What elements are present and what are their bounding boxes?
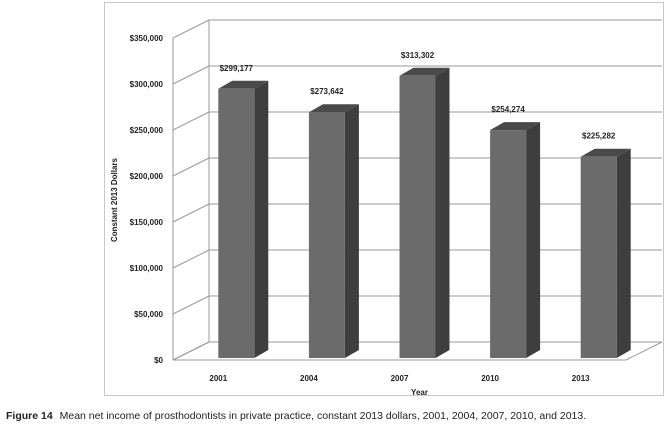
bar-side (435, 67, 450, 359)
x-tick-label: 2004 (300, 374, 318, 383)
gridline-depth (172, 157, 210, 177)
bar (580, 156, 617, 358)
chart-frame (104, 2, 664, 396)
y-tick-label: $100,000 (130, 264, 164, 273)
bar (490, 130, 527, 358)
y-tick-label: $50,000 (134, 310, 163, 319)
bar-side (526, 122, 541, 358)
caption-label: Figure 14 (6, 410, 53, 422)
gridline-depth (172, 249, 210, 269)
y-tick-label: $200,000 (130, 172, 164, 181)
figure-caption: Figure 14 Mean net income of prosthodont… (6, 410, 666, 422)
bar (308, 112, 345, 358)
x-tick-label: 2010 (481, 374, 499, 383)
y-tick-label: $300,000 (130, 80, 164, 89)
y-axis-title: Constant 2013 Dollars (110, 157, 119, 242)
bar-side (616, 148, 631, 358)
floor-right-edge (625, 341, 663, 361)
bar-top (490, 122, 541, 131)
data-label: $273,642 (310, 87, 344, 96)
gridline-depth (172, 295, 210, 315)
bar-chart: $0 $50,000 $100,000 $150,000 $200,000 $250,00… (110, 19, 663, 397)
bar-side (344, 104, 359, 358)
gridline-depth (172, 111, 210, 131)
bar-top (218, 80, 269, 89)
gridline-depth (172, 65, 210, 85)
gridline-depth (172, 203, 210, 223)
y-tick-label: $150,000 (130, 218, 164, 227)
data-label: $254,274 (491, 105, 525, 114)
y-tick-label: $350,000 (130, 34, 164, 43)
bar (218, 88, 255, 359)
caption-text: Mean net income of prosthodontists in pr… (59, 410, 587, 422)
x-tick-label: 2001 (209, 374, 227, 383)
bar (399, 75, 436, 359)
x-tick-label: 2013 (572, 374, 590, 383)
bar-top (308, 104, 359, 113)
data-label: $313,302 (401, 51, 435, 60)
bar-top (399, 67, 450, 76)
y-tick-label: $250,000 (130, 126, 164, 135)
data-label: $299,177 (220, 64, 254, 73)
bar-top (580, 148, 631, 157)
y-tick-label: $0 (154, 356, 163, 365)
bar-side (254, 80, 269, 359)
gridline-depth (172, 19, 210, 39)
x-tick-label: 2007 (391, 374, 409, 383)
gridline-depth (172, 341, 210, 361)
data-label: $225,282 (582, 132, 616, 141)
x-axis-title: Year (411, 388, 428, 397)
